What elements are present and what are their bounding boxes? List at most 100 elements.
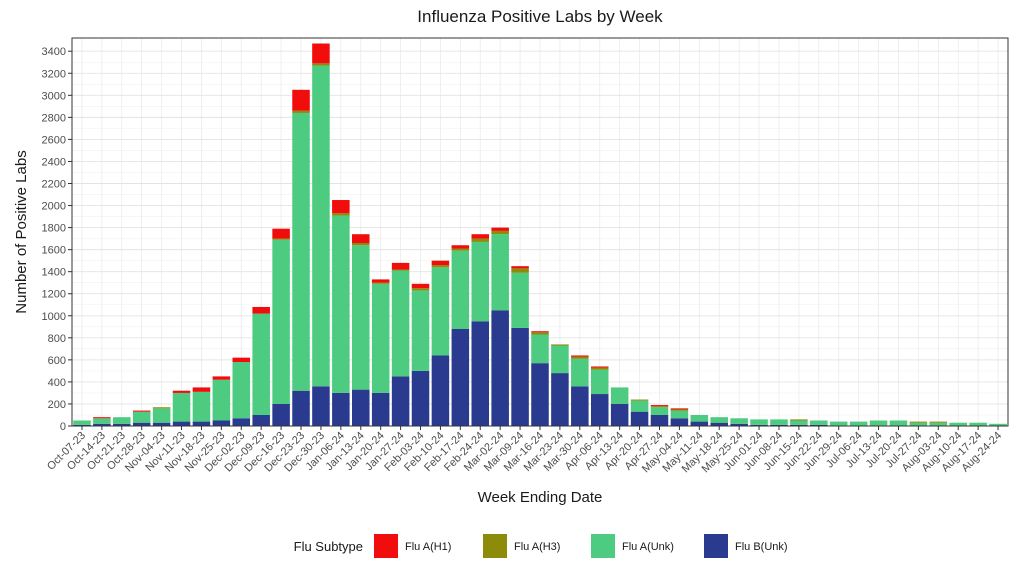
bar-segment: [431, 355, 450, 426]
bar-segment: [491, 230, 509, 235]
legend-swatch: [704, 534, 728, 558]
bar-segment: [212, 379, 231, 421]
bar-segment: [810, 420, 828, 425]
y-tick-label: 200: [48, 399, 66, 411]
bar-segment: [272, 228, 290, 239]
bar-segment: [192, 391, 211, 422]
bar-segment: [332, 215, 350, 393]
bar-segment: [292, 112, 310, 391]
bar-segment: [929, 421, 948, 423]
bar-segment: [571, 356, 589, 359]
bar-segment: [451, 250, 470, 329]
bar-segment: [571, 358, 589, 387]
bar-segment: [192, 421, 211, 426]
bar-segment: [531, 332, 549, 335]
y-tick-label: 3200: [42, 68, 66, 80]
bar-segment: [511, 272, 529, 328]
bar-segment: [491, 227, 509, 231]
bar-segment: [93, 418, 111, 424]
bar-segment: [352, 389, 370, 426]
bar-segment: [650, 414, 669, 426]
bar-segment: [212, 420, 231, 426]
bar-segment: [411, 290, 430, 371]
bar-segment: [411, 370, 430, 426]
bar-segment: [451, 329, 470, 426]
bar-segment: [511, 266, 529, 269]
bar-segment: [610, 387, 629, 404]
y-axis-label: Number of Positive Labs: [13, 150, 30, 313]
y-tick-label: 2600: [42, 134, 66, 146]
bar-segment: [630, 411, 649, 426]
bar-segment: [889, 420, 908, 426]
legend-swatch: [591, 534, 615, 558]
legend-title: Flu Subtype: [294, 539, 363, 554]
bar-segment: [590, 366, 609, 368]
y-tick-label: 2400: [42, 156, 66, 168]
bar-segment: [650, 405, 669, 407]
bar-segment: [252, 306, 270, 314]
bar-segment: [770, 419, 788, 425]
y-tick-label: 0: [60, 421, 66, 433]
bar-segment: [650, 407, 669, 415]
bar-segment: [371, 283, 390, 393]
bar-segment: [929, 422, 948, 426]
bar-segment: [551, 373, 569, 426]
bar-segment: [909, 421, 928, 423]
bar-segment: [451, 245, 470, 249]
bar-segment: [750, 419, 768, 425]
bar-segment: [132, 410, 151, 412]
bar-segment: [292, 110, 310, 113]
bar-segment: [770, 424, 788, 426]
bar-segment: [73, 424, 91, 426]
bar-segment: [590, 369, 609, 395]
bar-segment: [491, 310, 509, 426]
bar-segment: [312, 43, 330, 64]
bar-segment: [272, 239, 290, 404]
bar-segment: [411, 288, 430, 291]
bar-segment: [272, 238, 290, 240]
bar-segment: [730, 423, 748, 426]
y-tick-label: 3000: [42, 90, 66, 102]
bar-segment: [312, 65, 330, 387]
bar-segment: [670, 408, 689, 410]
bar-segment: [93, 417, 111, 419]
y-tick-label: 1200: [42, 289, 66, 301]
bar-segment: [232, 362, 251, 419]
legend-label: Flu A(H1): [405, 541, 451, 553]
bar-segment: [352, 234, 370, 244]
bar-segment: [172, 390, 191, 393]
bar-segment: [670, 418, 689, 426]
bar-segment: [630, 400, 649, 412]
bar-segment: [192, 387, 211, 392]
bar-segment: [650, 406, 669, 408]
bar-segment: [670, 409, 689, 411]
bar-segment: [909, 422, 928, 426]
bar-segment: [531, 331, 549, 333]
bar-segment: [132, 411, 151, 423]
bar-segment: [152, 407, 171, 409]
bar-segment: [511, 268, 529, 273]
bar-segment: [391, 270, 410, 377]
bar-segment: [531, 334, 549, 364]
bar-segment: [690, 414, 709, 422]
legend-label: Flu A(Unk): [622, 541, 674, 553]
legend-label: Flu B(Unk): [735, 541, 788, 553]
bar-segment: [312, 63, 330, 66]
y-tick-label: 800: [48, 333, 66, 345]
bar-segment: [232, 418, 251, 426]
bar-segment: [969, 422, 987, 426]
y-tick-label: 2800: [42, 112, 66, 124]
bar-segment: [152, 408, 171, 423]
y-tick-label: 1600: [42, 245, 66, 257]
bar-segment: [431, 265, 450, 268]
bar-segment: [391, 262, 410, 270]
bar-segment: [471, 238, 490, 242]
bar-segment: [491, 234, 509, 311]
bar-segment: [790, 419, 808, 421]
bar-segment: [989, 423, 1007, 426]
chart-title: Influenza Positive Labs by Week: [417, 7, 663, 26]
bar-segment: [531, 363, 549, 426]
bar-segment: [471, 234, 490, 239]
bar-segment: [93, 423, 111, 426]
